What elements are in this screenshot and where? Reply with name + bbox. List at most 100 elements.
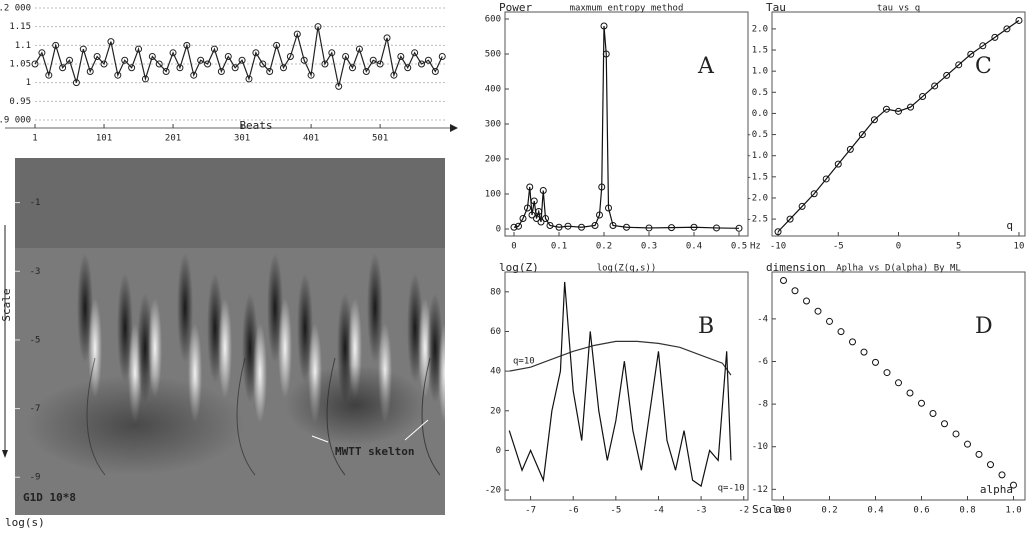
data-point xyxy=(31,60,39,68)
plot-frame xyxy=(771,11,1026,237)
x-axis-label: Scale xyxy=(752,503,785,516)
x-tick-label: 0.4 xyxy=(686,242,702,252)
shade xyxy=(285,365,425,445)
data-point xyxy=(955,61,963,69)
y-tick-label: 400 xyxy=(485,85,501,95)
y-tick-label: -12 xyxy=(752,485,768,495)
data-point xyxy=(515,222,522,230)
data-point xyxy=(431,67,439,75)
data-point xyxy=(293,30,301,38)
data-point xyxy=(810,190,818,198)
skeleton-line xyxy=(236,357,256,476)
data-point xyxy=(335,82,343,90)
shade xyxy=(25,375,245,475)
y-tick-label: -1 xyxy=(30,198,41,208)
data-point xyxy=(623,223,630,231)
y-tick-label: 20 xyxy=(490,406,501,416)
data-point xyxy=(895,107,902,115)
y-axis-label: Power xyxy=(499,1,532,14)
x-tick-label: 0.5 xyxy=(731,242,747,252)
y-tick-label: 40 xyxy=(490,367,501,377)
plot-frame xyxy=(771,271,1026,501)
x-tick-label: 0.2 xyxy=(596,242,612,252)
data-point xyxy=(72,79,80,87)
data-point xyxy=(66,56,74,64)
chart-title: maxmum entropy method xyxy=(570,4,684,14)
arrow-head xyxy=(2,450,8,458)
data-point xyxy=(183,41,191,49)
data-point xyxy=(162,67,170,75)
data-line xyxy=(34,26,443,87)
data-point xyxy=(273,41,281,49)
x-tick-label: 0 xyxy=(896,242,901,252)
data-point xyxy=(231,64,239,72)
data-point xyxy=(609,222,617,229)
data-point xyxy=(578,223,585,231)
data-point xyxy=(204,60,212,68)
data-point xyxy=(918,399,925,407)
wavelet-ridge xyxy=(367,253,383,363)
y-tick-label: 600 xyxy=(485,15,501,25)
x-tick-label: 301 xyxy=(234,134,250,144)
x-tick-label: 5 xyxy=(956,242,961,252)
y-tick-label: -7 xyxy=(30,404,41,414)
data-point xyxy=(895,379,902,387)
y-tick-label: 60 xyxy=(490,327,501,337)
x-tick-label: 501 xyxy=(372,134,388,144)
x-tick-label: 0.6 xyxy=(913,506,929,516)
data-point xyxy=(537,218,545,226)
x-axis-label: Beats xyxy=(239,119,272,132)
y-tick-label: 0.0 xyxy=(752,109,768,119)
data-point xyxy=(1015,16,1023,24)
data-point xyxy=(59,64,67,72)
y-tick-label: -2.5 xyxy=(746,215,768,225)
y-axis-label: Scale xyxy=(0,288,13,321)
data-point xyxy=(245,75,253,83)
data-point xyxy=(135,45,143,53)
y-tick-label: 80 xyxy=(490,287,501,297)
y-tick-label: -2.0 xyxy=(746,193,768,203)
skeleton-line xyxy=(86,357,106,476)
data-point xyxy=(605,204,612,212)
wavelet-ridge xyxy=(148,298,162,398)
data-point xyxy=(121,56,129,64)
y-tick-label: 0.95 xyxy=(9,97,31,107)
x-tick-label: 0.0 xyxy=(775,506,791,516)
x-tick-label: -4 xyxy=(653,506,664,516)
data-point xyxy=(38,49,46,57)
data-point xyxy=(328,49,336,57)
chart-title: tau vs q xyxy=(877,4,920,14)
y-tick-label: 1 xyxy=(26,78,31,88)
data-point xyxy=(564,222,572,230)
data-point xyxy=(533,215,540,222)
chart-title: Aplha vs D(alpha) By ML xyxy=(836,264,961,274)
x-tick-label: 101 xyxy=(96,134,112,144)
data-point xyxy=(941,420,948,428)
data-point xyxy=(266,67,274,75)
data-point xyxy=(342,53,350,61)
y-tick-label: 200 xyxy=(485,155,501,165)
y-tick-label: -3 xyxy=(30,267,41,277)
data-point xyxy=(107,38,115,46)
data-point xyxy=(542,215,549,222)
data-point xyxy=(114,71,122,79)
panel-label: D xyxy=(975,314,993,339)
data-point xyxy=(86,67,94,75)
y-axis-label: Tau xyxy=(766,1,786,14)
data-point xyxy=(79,45,87,53)
x-tick-label: -3 xyxy=(696,506,707,516)
data-point xyxy=(690,223,698,231)
data-point xyxy=(279,64,287,72)
annotation: MWTT skelton xyxy=(335,445,414,458)
y-tick-label: 300 xyxy=(485,120,501,130)
y-tick-label: 0.9 000 xyxy=(0,116,31,126)
data-point xyxy=(539,187,547,194)
x-tick-label: 0.4 xyxy=(867,506,883,516)
data-point xyxy=(397,53,405,61)
data-point xyxy=(190,71,198,79)
data-point xyxy=(826,317,833,325)
y-axis-label: dimension xyxy=(766,261,826,274)
data-point xyxy=(528,211,536,219)
series-label: q=10 xyxy=(513,357,535,367)
